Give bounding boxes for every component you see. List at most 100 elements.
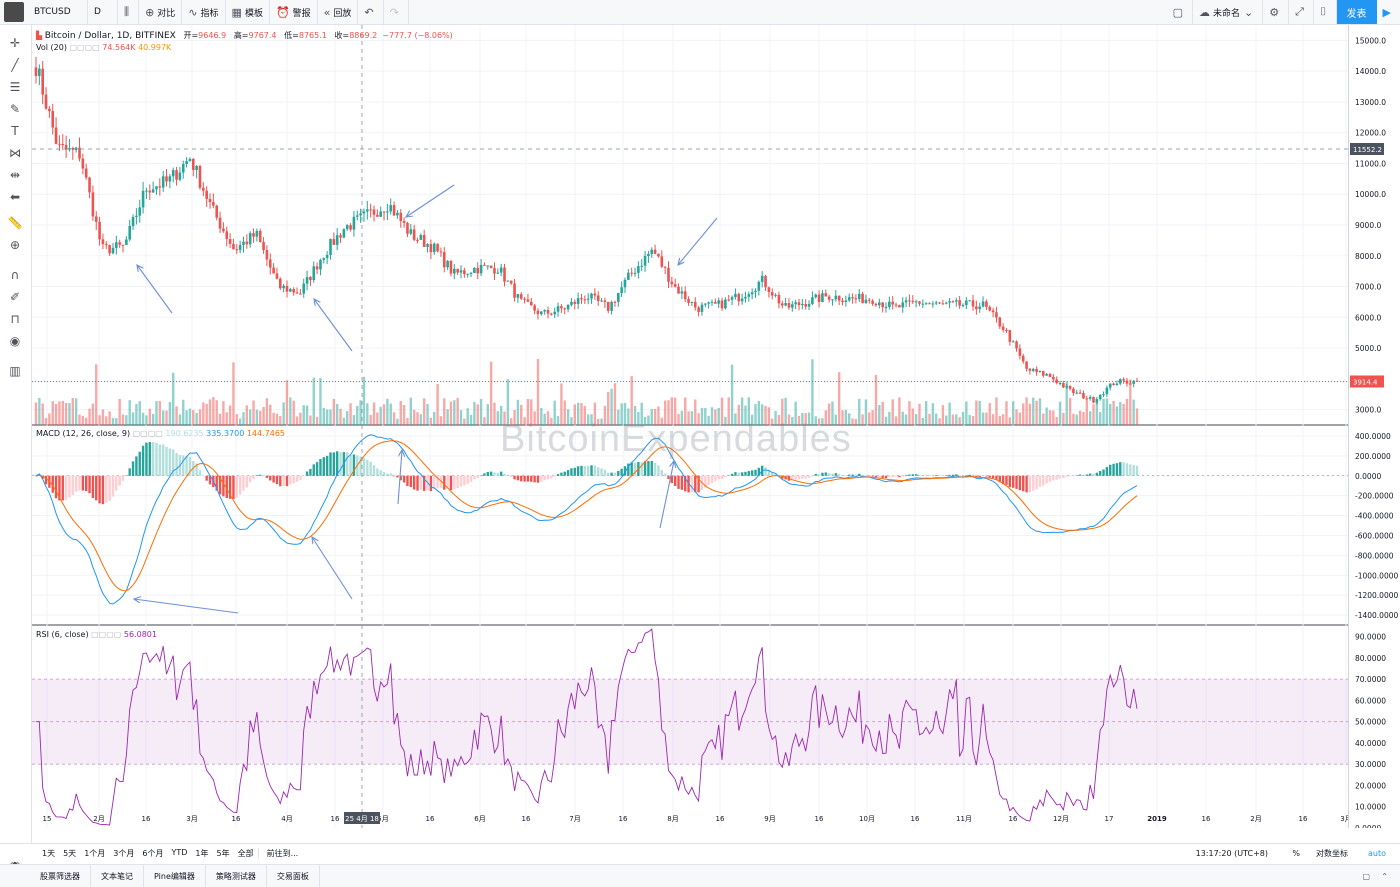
candle-body	[653, 249, 657, 254]
candle-body	[814, 294, 818, 298]
legend-buttons[interactable]: ▢▢▢▢	[91, 630, 122, 639]
candle-body	[412, 229, 416, 240]
chart-canvas[interactable]: 15 2月 16 3月 16 4月 16 5月 16 6月 16 7月 16 8月 16 9月 16 10月 16 1…	[32, 25, 1348, 828]
macd-histogram-bar	[108, 475, 111, 501]
ruler-icon[interactable]: 📏	[7, 216, 23, 230]
crosshair-icon[interactable]: ✛	[9, 36, 21, 50]
range-button[interactable]: 6个月	[142, 848, 164, 858]
eye-icon[interactable]: ◉	[9, 334, 21, 348]
volume-bar	[841, 410, 844, 425]
replay-button[interactable]: «回放	[318, 0, 359, 24]
magnet-icon[interactable]: ∩	[10, 268, 20, 282]
collapse-icon[interactable]: ⌃	[1381, 871, 1388, 881]
redo-button[interactable]: ↷	[384, 0, 409, 24]
pencil-lock-icon[interactable]: ✐	[9, 290, 21, 304]
candle-body	[881, 302, 884, 308]
volume-bar	[1102, 398, 1105, 425]
log-scale-toggle[interactable]: 对数坐标	[1316, 848, 1348, 858]
macd-histogram-bar	[955, 474, 958, 476]
percent-toggle[interactable]: %	[1292, 848, 1300, 858]
candle-body	[131, 217, 135, 227]
indicators-button[interactable]: ∿ 指标	[182, 0, 226, 24]
range-button[interactable]: 全部	[237, 848, 254, 858]
snapshot-button[interactable]: ⌷	[1314, 0, 1337, 24]
volume-bar	[540, 407, 543, 425]
legend-buttons[interactable]: ▢▢▢▢	[69, 43, 100, 52]
alert-button[interactable]: ⏰ 警报	[270, 0, 318, 24]
time-tick-label: 16	[1202, 815, 1211, 823]
text-icon[interactable]: T	[11, 124, 19, 138]
volume-bar	[690, 411, 694, 425]
footer-tab[interactable]: Pine编辑器	[144, 865, 206, 887]
volume-bar	[506, 379, 510, 425]
range-button[interactable]: 1个月	[84, 848, 106, 858]
settings-button[interactable]: ⚙	[1263, 0, 1290, 24]
arrow-left-icon[interactable]: ⬅	[9, 190, 21, 204]
volume-bar	[1075, 414, 1078, 425]
macd-histogram-bar	[1065, 475, 1068, 477]
forecast-icon[interactable]: ⇹	[9, 168, 21, 182]
last-price-badge-bg	[1350, 375, 1384, 388]
trendline-icon[interactable]: ╱	[11, 58, 19, 72]
candle-body	[155, 186, 158, 190]
pattern-icon[interactable]: ⋈	[9, 146, 21, 160]
layout-name-button[interactable]: ☁ 未命名 ⌄	[1193, 0, 1264, 24]
legend-buttons[interactable]: ▢▢▢▢	[132, 429, 163, 438]
templates-button[interactable]: ▦ 模板	[226, 0, 270, 24]
footer-tab[interactable]: 股票筛选器	[30, 865, 91, 887]
fullscreen-button[interactable]: ⤢	[1289, 0, 1314, 24]
volume-bar	[878, 405, 881, 425]
publish-button[interactable]: 发表	[1336, 0, 1377, 24]
range-button[interactable]: 1年	[195, 848, 209, 858]
candle-body	[325, 254, 329, 259]
candle-body	[208, 198, 212, 203]
clock-label[interactable]: 13:17:20 (UTC+8)	[1195, 848, 1268, 858]
footer-tab[interactable]: 交易面板	[267, 865, 320, 887]
symbol-search-button[interactable]: BTCUSD	[28, 0, 88, 24]
macd-histogram-bar	[208, 475, 212, 485]
fullscreen-square-button[interactable]: ▢	[1167, 0, 1193, 24]
range-button[interactable]: 5年	[216, 848, 230, 858]
lock-icon[interactable]: ⊓	[10, 312, 20, 326]
goto-date-button[interactable]: 前往到...	[257, 847, 303, 859]
candle-body	[787, 303, 791, 308]
range-button[interactable]: 5天	[63, 848, 77, 858]
brush-icon[interactable]: ✎	[9, 102, 21, 116]
candle-body	[737, 293, 741, 302]
auto-scale-toggle[interactable]: auto	[1367, 848, 1386, 858]
maximize-icon[interactable]: ▢	[1362, 871, 1370, 881]
play-button[interactable]: ▶	[1377, 0, 1400, 24]
macd-histogram-bar	[824, 472, 827, 476]
volume-bar	[834, 414, 838, 425]
price-axis[interactable]: 15000.0 14000.0 13000.0 12000.0 11000.0 10000…	[1348, 25, 1400, 833]
range-button[interactable]: YTD	[171, 847, 188, 857]
user-avatar[interactable]	[4, 2, 24, 22]
candle-body	[1001, 326, 1005, 330]
symbol-flag-icon: ▙	[36, 31, 43, 40]
footer-tab[interactable]: 文本笔记	[91, 865, 144, 887]
candle-body	[854, 298, 858, 300]
chart-type-button[interactable]: ⫼	[118, 0, 140, 24]
footer-tab[interactable]: 策略测试器	[206, 865, 267, 887]
main-legend[interactable]: ▙ Bitcoin / Dollar, 1D, BITFINEX 开=9646.…	[36, 30, 453, 41]
range-button[interactable]: 3个月	[113, 848, 135, 858]
volume-bar	[824, 410, 827, 425]
fib-icon[interactable]: ☰	[9, 80, 21, 94]
compare-button[interactable]: ⊕ 对比	[139, 0, 183, 24]
volume-legend[interactable]: Vol (20) ▢▢▢▢ 74.564K 40.997K	[36, 43, 171, 52]
interval-button[interactable]: D	[88, 0, 118, 24]
undo-button[interactable]: ↶	[358, 0, 384, 24]
candle-body	[523, 298, 526, 300]
candle-body	[396, 212, 399, 216]
volume-bar	[961, 411, 965, 425]
volume-bar	[1042, 413, 1045, 425]
annotation-arrows[interactable]	[134, 184, 718, 614]
time-tick-label: 8月	[667, 815, 678, 823]
layers-icon[interactable]: ◈	[10, 856, 20, 870]
range-button[interactable]: 1天	[42, 848, 56, 858]
rsi-legend[interactable]: RSI (6, close) ▢▢▢▢ 56.0801	[36, 630, 157, 639]
macd-legend[interactable]: MACD (12, 26, close, 9) ▢▢▢▢ 190.6235 33…	[36, 429, 285, 438]
trash-icon[interactable]: ▥	[9, 364, 21, 378]
zoom-in-icon[interactable]: ⊕	[9, 238, 21, 252]
candle-body	[426, 243, 429, 247]
